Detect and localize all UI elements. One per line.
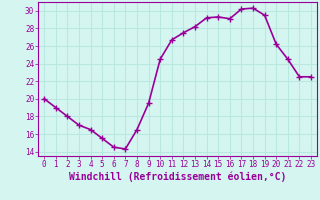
X-axis label: Windchill (Refroidissement éolien,°C): Windchill (Refroidissement éolien,°C)	[69, 172, 286, 182]
